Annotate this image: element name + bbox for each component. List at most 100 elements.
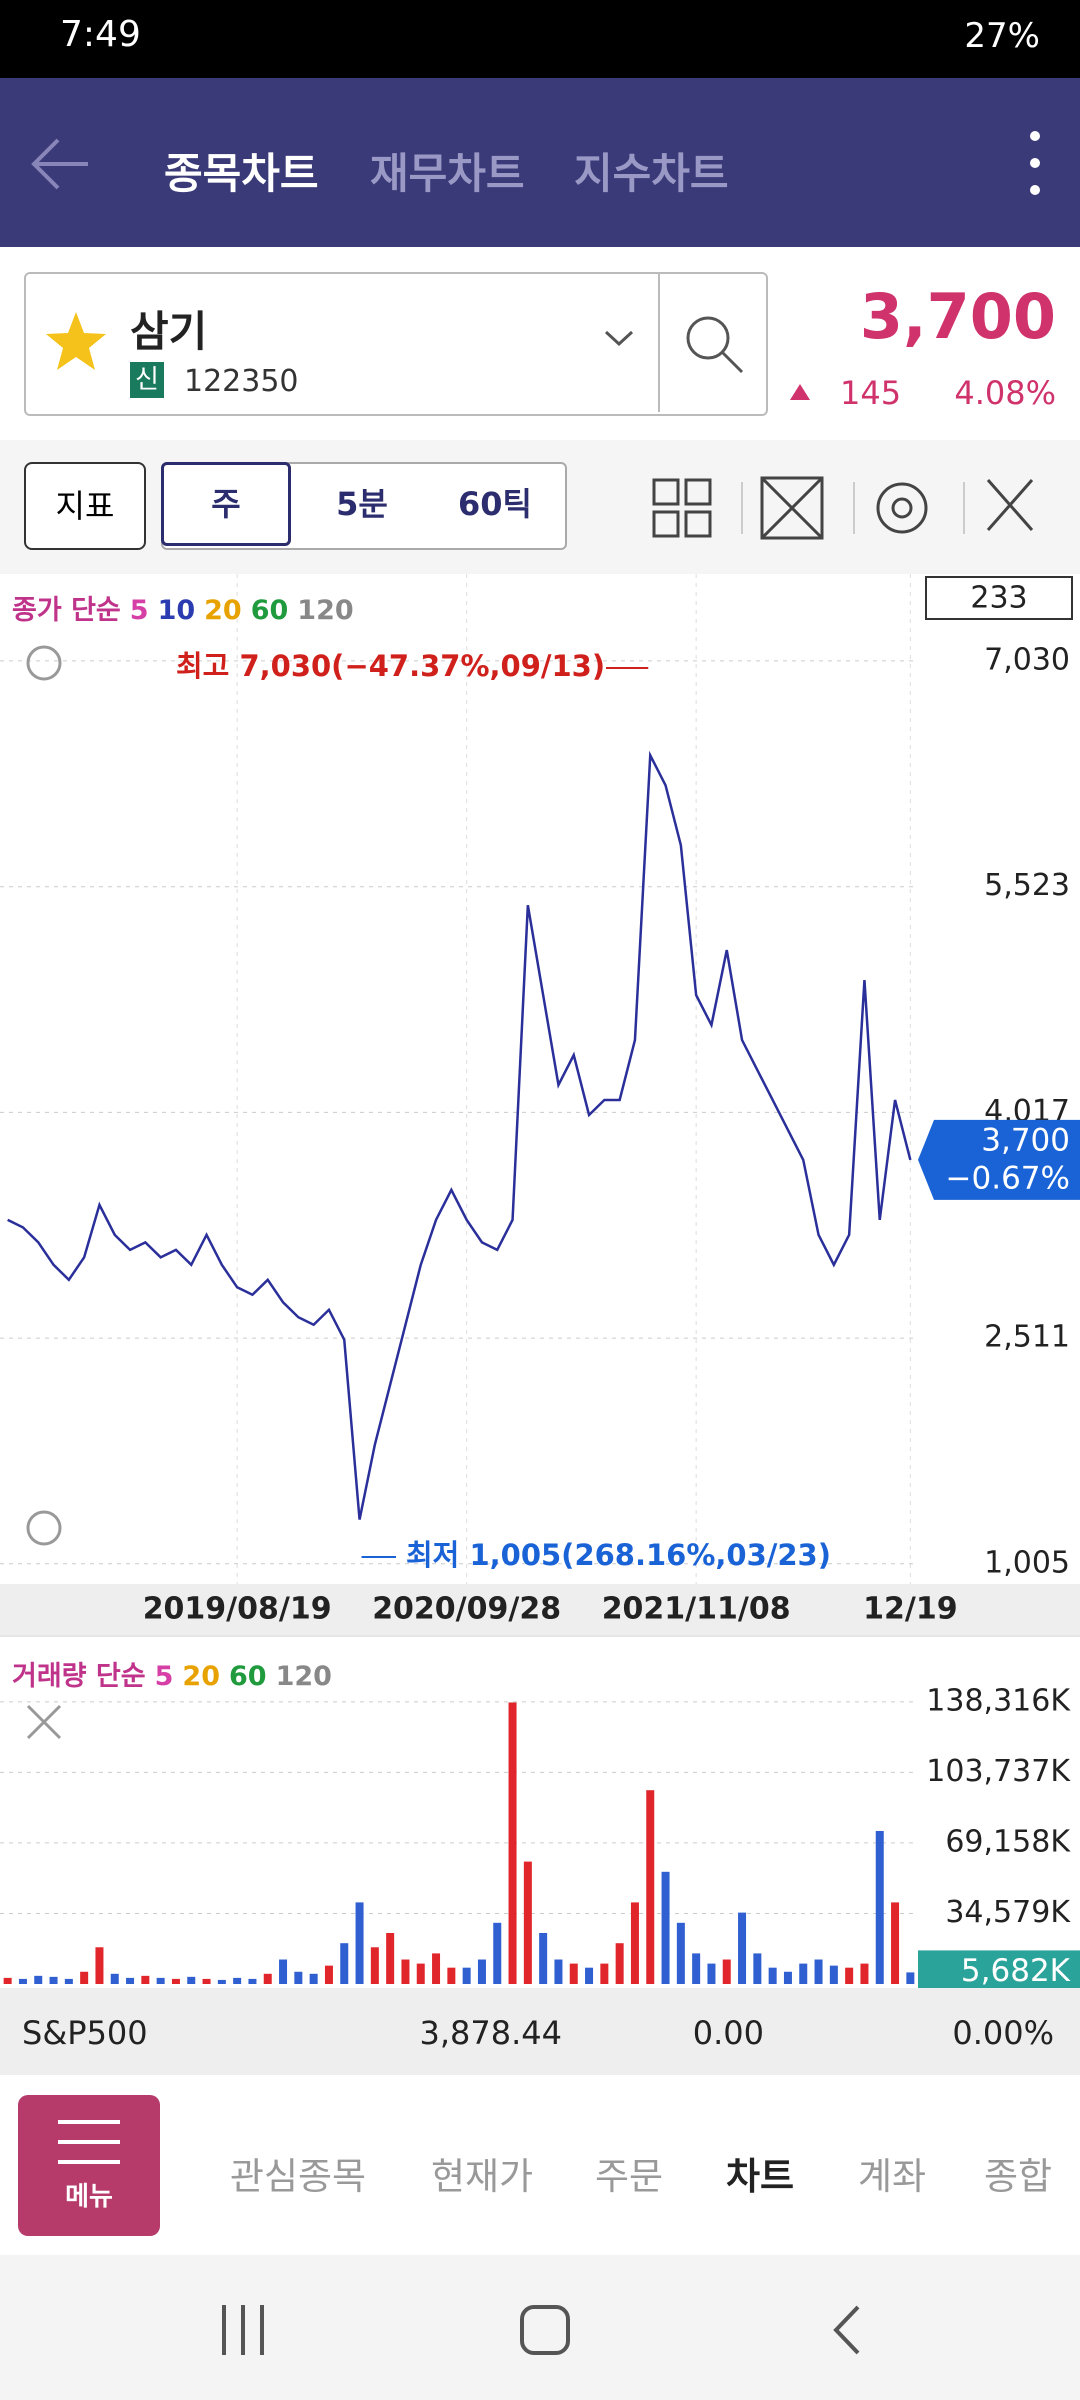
index-bar bbox=[0, 1988, 1080, 2075]
volume-bar bbox=[355, 1902, 364, 1984]
volume-bar bbox=[661, 1871, 670, 1984]
period-button[interactable]: 주 bbox=[161, 462, 291, 546]
index-name: S&P500 bbox=[22, 2014, 148, 2052]
period-group bbox=[161, 462, 567, 550]
tab[interactable]: 지수차트 bbox=[574, 149, 729, 198]
volume-bar bbox=[554, 1959, 563, 1984]
current-volume-box bbox=[918, 1950, 1080, 1995]
divider bbox=[658, 272, 660, 412]
system-buttons[interactable] bbox=[0, 2255, 1080, 2400]
volume-bar bbox=[202, 1978, 211, 1984]
legend: 거래량 단순 5 20 60 120 bbox=[12, 1654, 332, 1693]
index-change-pct: 0.00% bbox=[952, 2014, 1054, 2052]
volume-bar bbox=[64, 1978, 73, 1984]
nav-item[interactable]: 계좌 bbox=[857, 2155, 927, 2198]
tool-icons[interactable] bbox=[650, 470, 1070, 546]
volume-bar bbox=[753, 1953, 762, 1984]
volume-bar bbox=[447, 1967, 456, 1984]
system-nav bbox=[0, 2255, 1080, 2400]
volume-bar bbox=[799, 1963, 808, 1984]
y-tick-label: 138,316K bbox=[926, 1683, 1071, 1718]
volume-bar bbox=[370, 1947, 379, 1984]
volume-bar bbox=[126, 1977, 135, 1984]
nav-item[interactable]: 종합 bbox=[983, 2155, 1053, 2198]
volume-bar bbox=[814, 1959, 823, 1984]
volume-bar bbox=[248, 1978, 257, 1984]
volume-bar bbox=[707, 1963, 716, 1984]
nav-item[interactable]: 관심종목 bbox=[229, 2155, 367, 2198]
x-tick-label: 12/19 bbox=[863, 1592, 957, 1627]
volume-bar bbox=[217, 1979, 226, 1984]
volume-bar bbox=[386, 1933, 395, 1984]
change: 145 bbox=[840, 374, 902, 412]
volume-bar bbox=[722, 1959, 731, 1984]
legend-item: 5 bbox=[129, 595, 149, 626]
legend-label: 종가 단순 bbox=[12, 595, 121, 626]
nav-item[interactable]: 주문 bbox=[594, 2155, 664, 2198]
volume-bar bbox=[279, 1959, 288, 1984]
legend-label: 거래량 단순 bbox=[12, 1661, 146, 1692]
period-button[interactable]: 60틱 bbox=[458, 485, 532, 523]
nav-item[interactable]: 차트 bbox=[725, 2155, 795, 2198]
volume-bar bbox=[432, 1953, 441, 1984]
stock-name: 삼기 bbox=[130, 307, 208, 356]
badge: 신 bbox=[130, 362, 164, 398]
dropdown[interactable] bbox=[604, 328, 634, 348]
volume-bar bbox=[646, 1790, 655, 1984]
legend-item: 60 bbox=[228, 1661, 267, 1692]
count-box bbox=[925, 576, 1073, 620]
y-tick-label: 1,005 bbox=[984, 1545, 1070, 1580]
volume-bar bbox=[95, 1947, 104, 1984]
volume-bar bbox=[171, 1978, 180, 1984]
legend-item: 20 bbox=[204, 595, 242, 626]
search-button[interactable] bbox=[680, 310, 746, 376]
volume-bar bbox=[493, 1922, 502, 1984]
y-tick-label: 7,030 bbox=[984, 642, 1070, 677]
stock-box[interactable] bbox=[24, 272, 768, 416]
x-tick-label: 2019/08/19 bbox=[143, 1592, 332, 1627]
nav-item[interactable]: 현재가 bbox=[430, 2155, 534, 2198]
volume-bar bbox=[906, 1972, 915, 1984]
volume-bar bbox=[539, 1933, 548, 1984]
legend-item: 5 bbox=[154, 1661, 174, 1692]
low-annotation: 최저 1,005(268.16%,03/23) bbox=[406, 1538, 831, 1572]
y-tick-label: 34,579K bbox=[945, 1895, 1071, 1930]
volume-bar bbox=[891, 1902, 900, 1984]
volume-bar bbox=[18, 1978, 27, 1984]
volume-bar bbox=[845, 1967, 854, 1984]
indicator-button[interactable]: 지표 bbox=[24, 462, 146, 550]
volume-bar bbox=[324, 1965, 333, 1984]
y-tick-label: 69,158K bbox=[945, 1824, 1071, 1859]
period-button[interactable]: 5분 bbox=[336, 485, 388, 523]
menu-button[interactable] bbox=[18, 2095, 160, 2236]
volume-bar bbox=[477, 1959, 486, 1984]
status-bar bbox=[0, 0, 1080, 78]
volume-bar bbox=[141, 1975, 150, 1984]
zoom-out[interactable] bbox=[26, 1510, 62, 1546]
up-arrow bbox=[790, 384, 810, 400]
tab[interactable]: 재무차트 bbox=[370, 149, 525, 198]
price: 3,700 bbox=[859, 280, 1056, 353]
more-button[interactable] bbox=[1020, 128, 1050, 198]
volume-bar bbox=[585, 1967, 594, 1984]
legend-item: 120 bbox=[275, 1661, 332, 1692]
x-tick-label: 2021/11/08 bbox=[602, 1592, 791, 1627]
volume-bar bbox=[187, 1976, 196, 1984]
y-tick-label: 103,737K bbox=[926, 1754, 1071, 1789]
tab[interactable]: 종목차트 bbox=[164, 149, 319, 198]
current-price: 3,700 bbox=[981, 1122, 1070, 1158]
volume-bar bbox=[34, 1975, 43, 1984]
volume-bar bbox=[401, 1959, 410, 1984]
volume-bar bbox=[416, 1963, 425, 1984]
star[interactable] bbox=[44, 310, 108, 372]
volume-bar bbox=[783, 1971, 792, 1984]
volume-bar bbox=[110, 1973, 119, 1984]
header bbox=[0, 78, 1080, 247]
zoom-in[interactable] bbox=[26, 645, 62, 681]
volume-bar bbox=[523, 1861, 532, 1984]
index-change: 0.00 bbox=[692, 2014, 764, 2052]
back-button[interactable] bbox=[28, 134, 92, 194]
volume-bar bbox=[738, 1912, 747, 1984]
clock: 7:49 bbox=[60, 14, 141, 55]
